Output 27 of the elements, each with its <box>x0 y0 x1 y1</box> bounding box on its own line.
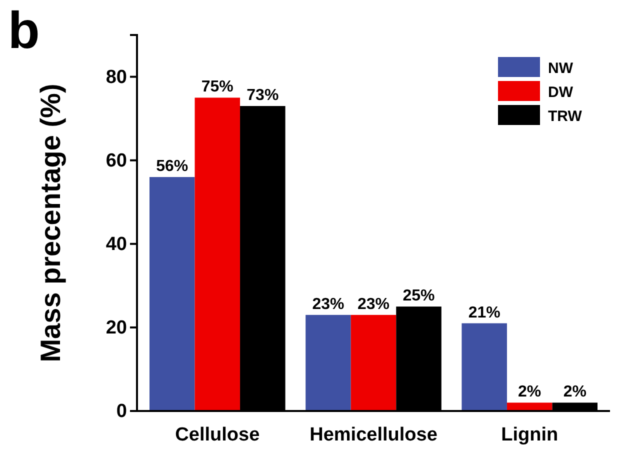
y-tick-label: 0 <box>116 401 127 422</box>
y-tick-label: 60 <box>106 150 127 172</box>
bar <box>306 314 351 411</box>
x-tick-label: Cellulose <box>175 424 260 446</box>
y-tick-label: 20 <box>106 318 127 339</box>
legend-label: NW <box>548 60 574 77</box>
data-label: 25% <box>402 288 435 305</box>
bar <box>149 177 195 411</box>
bar <box>350 314 396 411</box>
data-label: 2% <box>518 384 542 401</box>
y-tick-label: 80 <box>106 66 127 88</box>
data-label: 23% <box>357 296 390 313</box>
data-label: 2% <box>563 384 586 401</box>
legend-label: TRW <box>548 108 583 125</box>
x-tick-label: Lignin <box>501 424 558 446</box>
bar <box>194 98 240 411</box>
data-label: 23% <box>312 296 344 313</box>
text: b <box>8 2 40 60</box>
y-axis-title: Mass precentage (%) <box>35 84 66 362</box>
data-label: 73% <box>246 87 279 104</box>
data-label: 21% <box>468 304 500 322</box>
legend-label: DW <box>548 84 574 101</box>
data-label: 56% <box>156 158 188 176</box>
bar <box>462 323 507 411</box>
y-tick-label: 40 <box>106 234 127 255</box>
data-label: 75% <box>201 78 234 96</box>
x-tick-label: Hemicellulose <box>310 424 438 446</box>
